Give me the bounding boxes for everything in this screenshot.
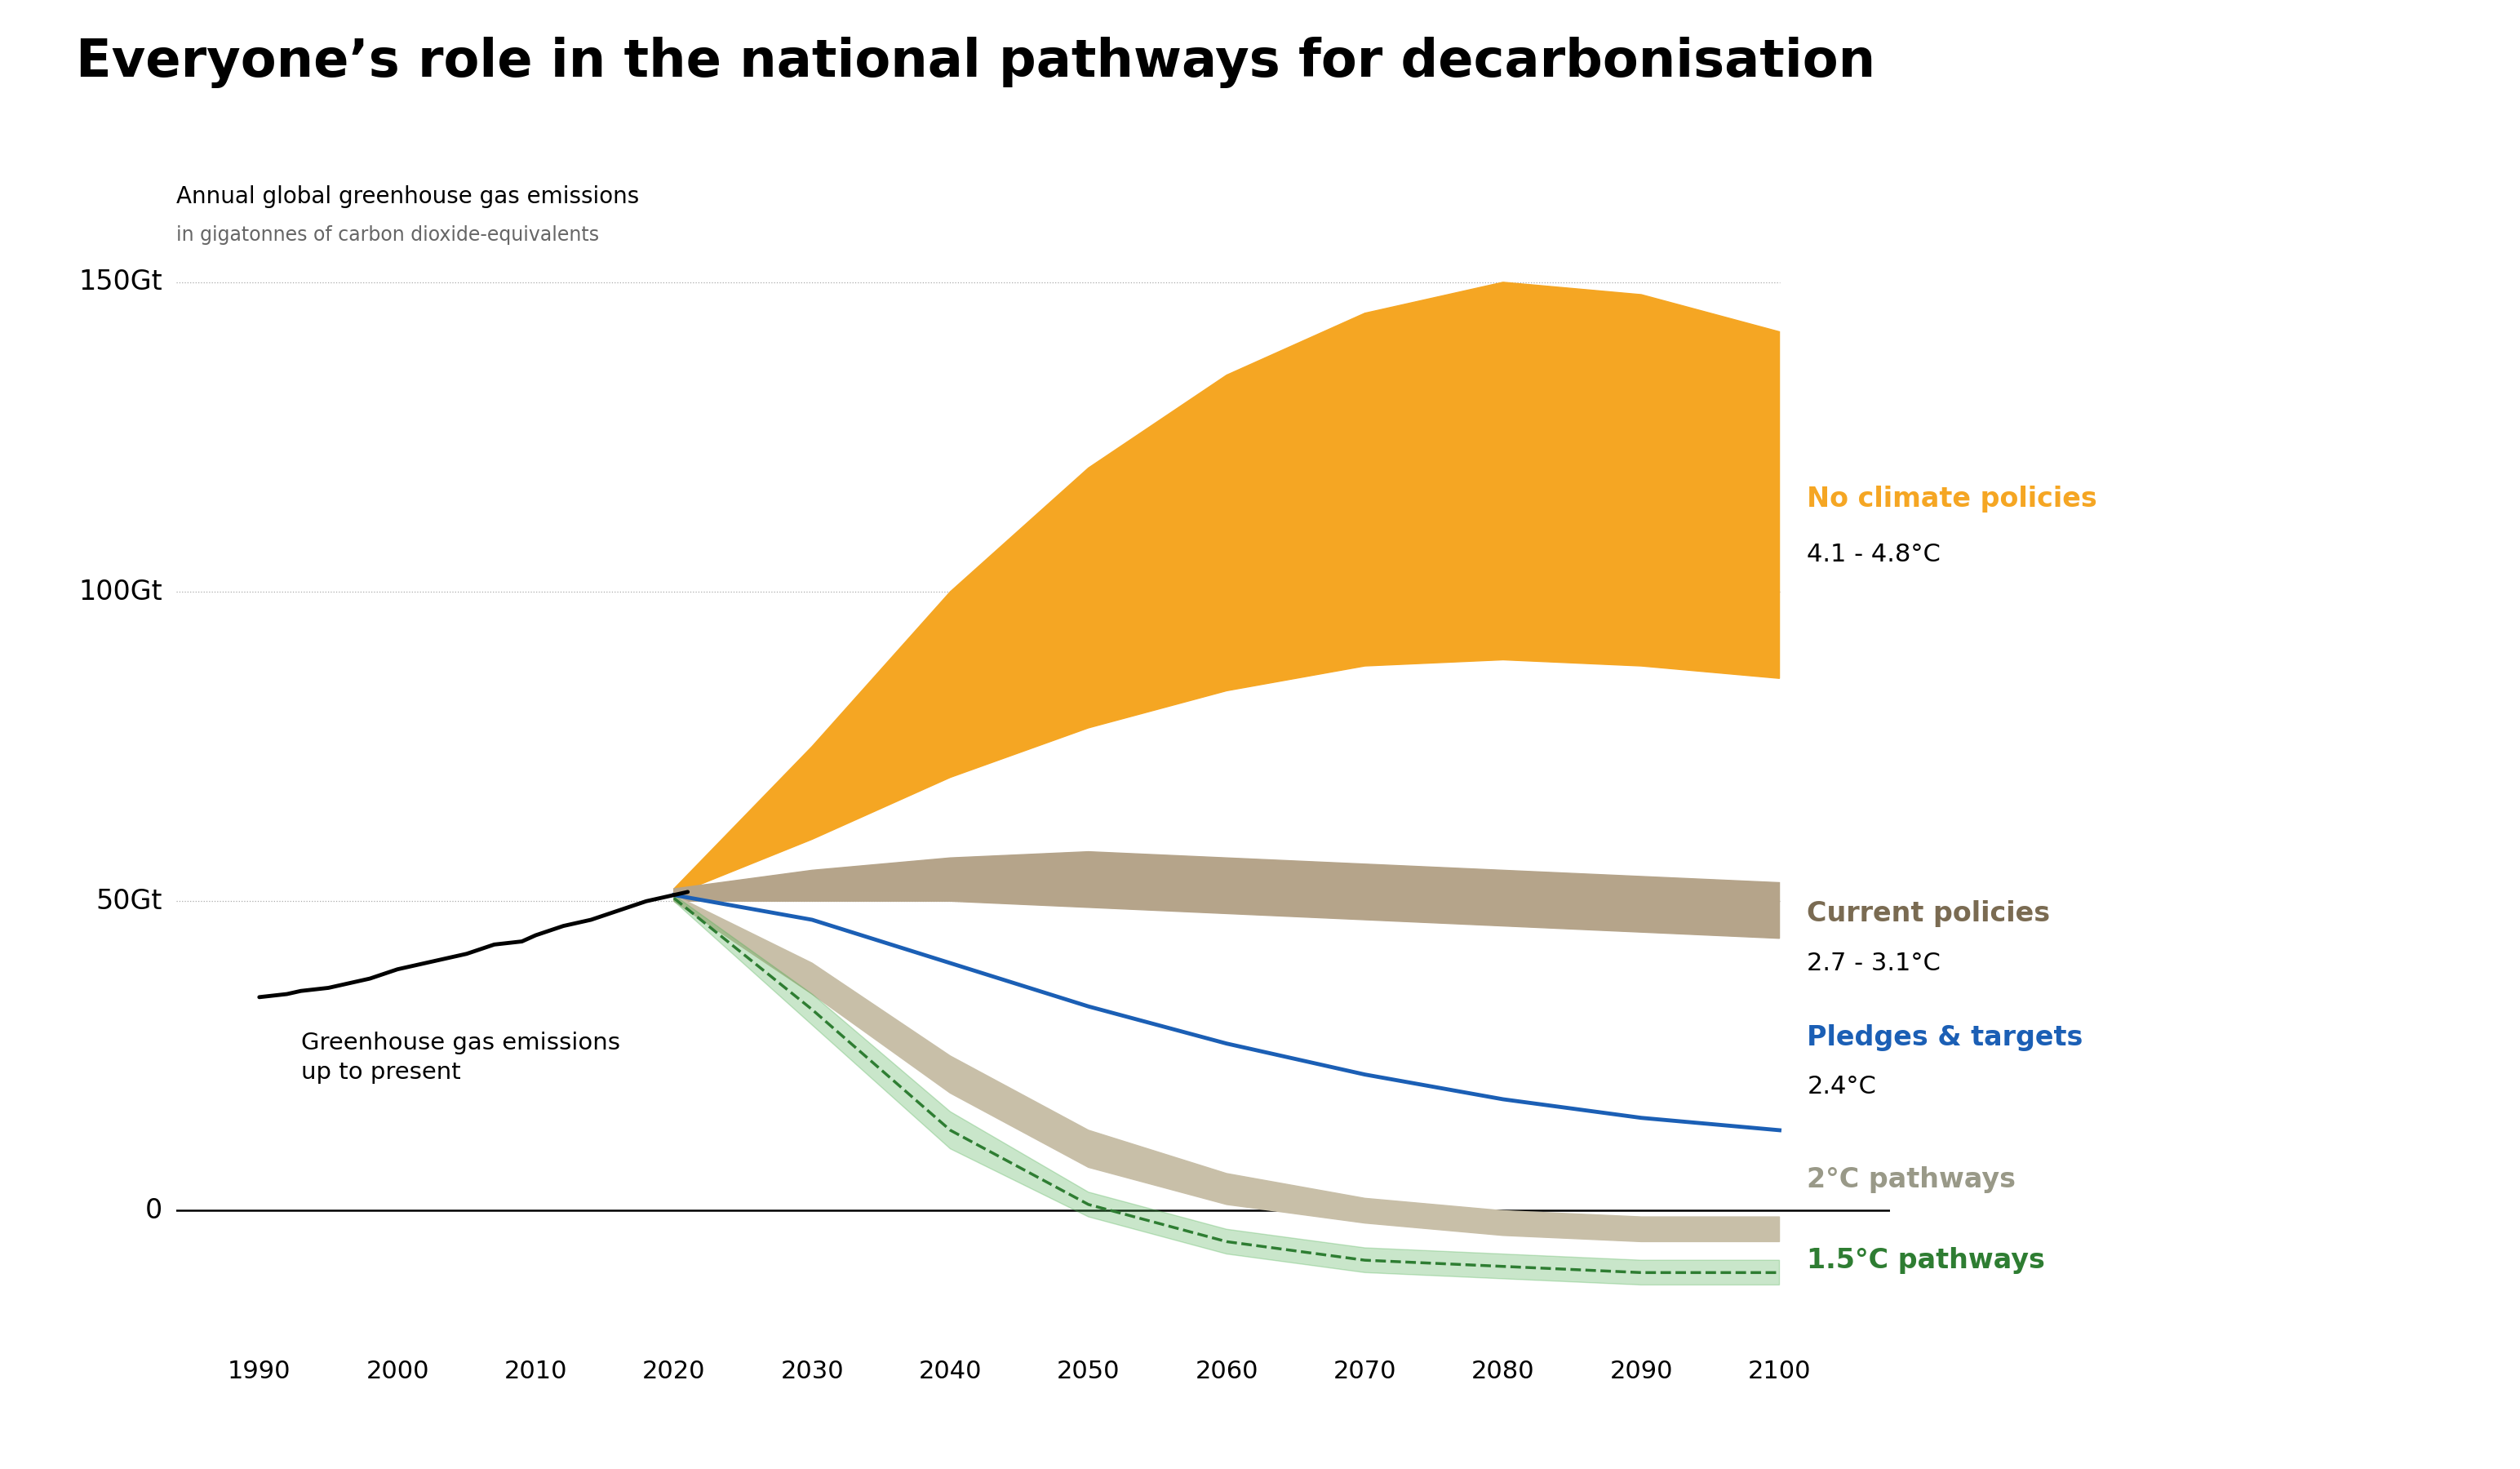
- Text: 2060: 2060: [1194, 1359, 1257, 1382]
- Text: 2010: 2010: [504, 1359, 567, 1382]
- Text: 2090: 2090: [1610, 1359, 1673, 1382]
- Text: 100Gt: 100Gt: [78, 579, 164, 605]
- Text: Annual global greenhouse gas emissions: Annual global greenhouse gas emissions: [176, 185, 640, 209]
- Text: 150Gt: 150Gt: [78, 269, 164, 295]
- Text: 1.5°C pathways: 1.5°C pathways: [1807, 1247, 2046, 1274]
- Text: 2040: 2040: [920, 1359, 983, 1382]
- Text: 1990: 1990: [227, 1359, 290, 1382]
- Text: 2050: 2050: [1056, 1359, 1119, 1382]
- Text: Pledges & targets: Pledges & targets: [1807, 1024, 2084, 1050]
- Polygon shape: [673, 852, 1779, 939]
- Text: in gigatonnes of carbon dioxide-equivalents: in gigatonnes of carbon dioxide-equivale…: [176, 226, 600, 245]
- Text: 4.1 - 4.8°C: 4.1 - 4.8°C: [1807, 542, 1940, 567]
- Text: 2030: 2030: [781, 1359, 844, 1382]
- Text: 50Gt: 50Gt: [96, 887, 164, 915]
- Text: 2°C pathways: 2°C pathways: [1807, 1166, 2016, 1193]
- Text: 2.4°C: 2.4°C: [1807, 1075, 1877, 1099]
- Text: No climate policies: No climate policies: [1807, 485, 2097, 513]
- Text: 2100: 2100: [1749, 1359, 1812, 1382]
- Text: 2000: 2000: [365, 1359, 428, 1382]
- Text: 2080: 2080: [1472, 1359, 1535, 1382]
- Text: Current policies: Current policies: [1807, 900, 2051, 927]
- Text: Everyone’s role in the national pathways for decarbonisation: Everyone’s role in the national pathways…: [76, 37, 1875, 88]
- Polygon shape: [673, 895, 1779, 1241]
- Text: 2070: 2070: [1333, 1359, 1396, 1382]
- Text: 2020: 2020: [643, 1359, 706, 1382]
- Text: Greenhouse gas emissions
up to present: Greenhouse gas emissions up to present: [300, 1031, 620, 1084]
- Text: 2.7 - 3.1°C: 2.7 - 3.1°C: [1807, 952, 1940, 975]
- Polygon shape: [673, 895, 1779, 1285]
- Text: 0: 0: [146, 1197, 164, 1224]
- Polygon shape: [673, 282, 1779, 895]
